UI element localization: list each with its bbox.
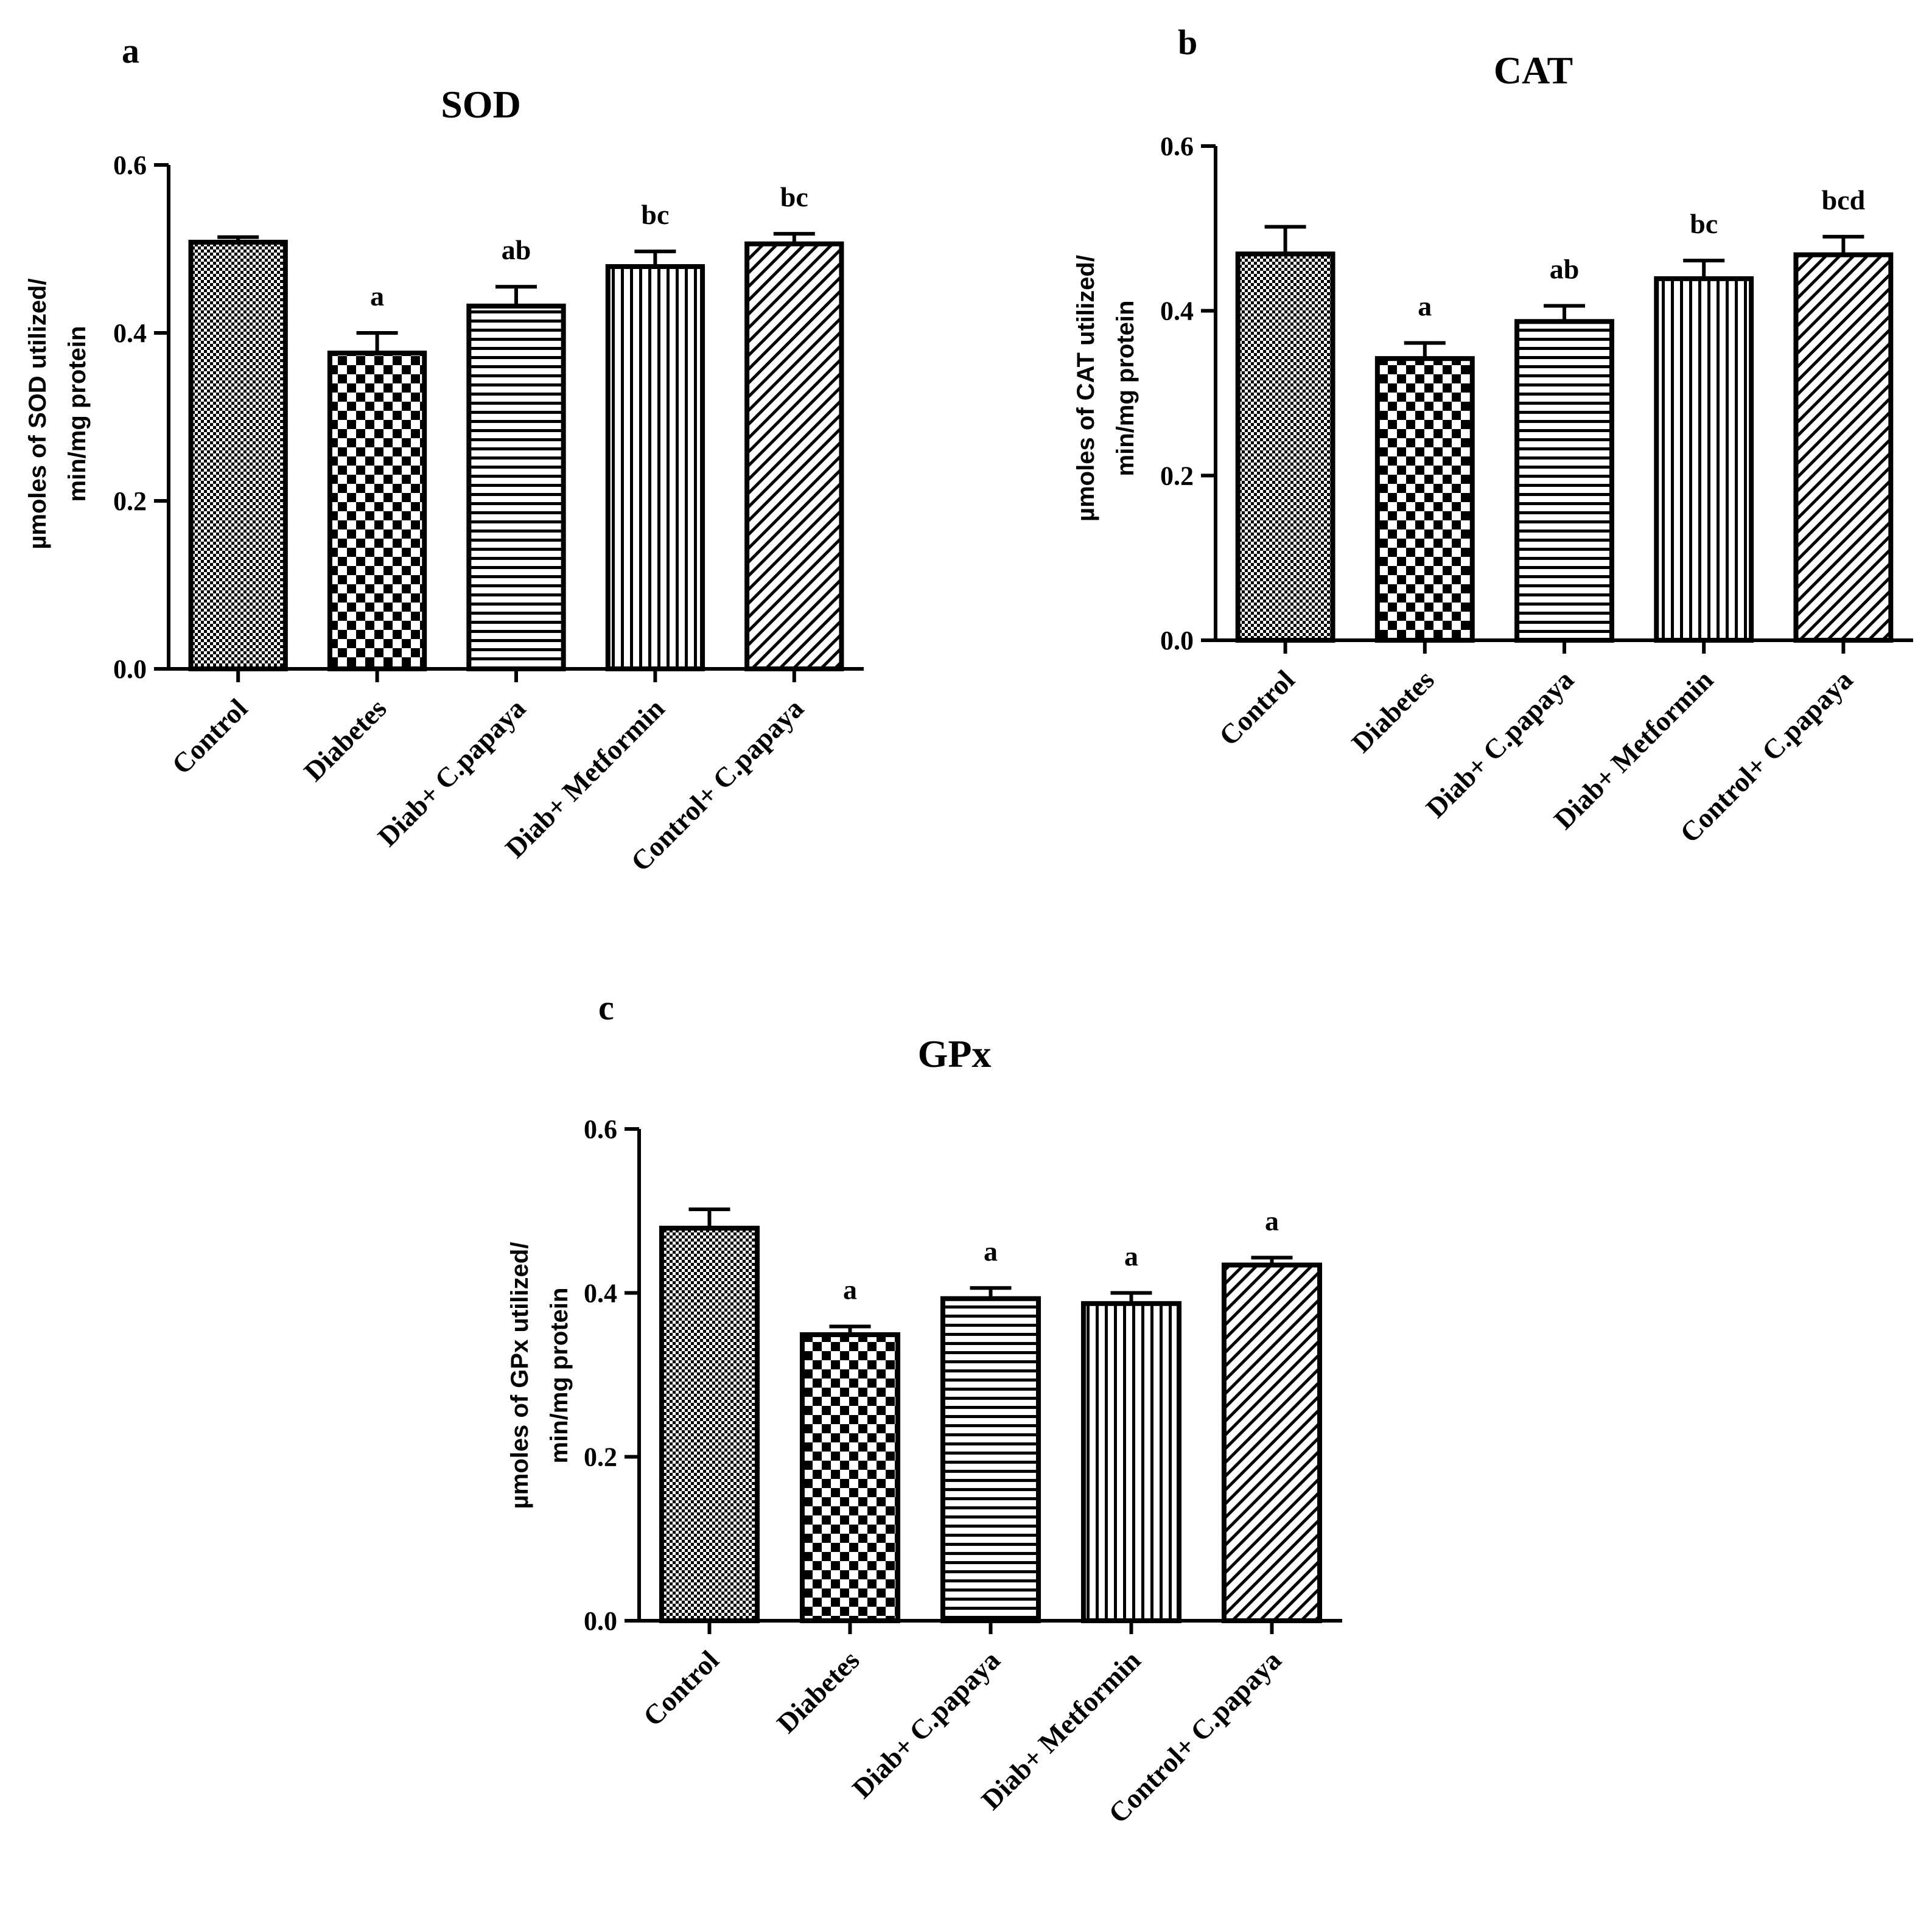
chart-title: GPx (918, 1032, 992, 1075)
x-category-label: Control (166, 693, 253, 780)
bar (1793, 252, 1894, 643)
significance-label: a (984, 1235, 998, 1267)
bar (940, 1296, 1041, 1623)
significance-label: bcd (1822, 184, 1866, 215)
significance-label: a (1265, 1205, 1279, 1236)
y-tick-label: 0.4 (1160, 296, 1194, 326)
significance-label: a (1124, 1240, 1138, 1271)
y-tick-label: 0.6 (1160, 131, 1194, 161)
y-axis-label-line2: min/mg protein (64, 326, 91, 502)
panel-label: b (1178, 23, 1197, 62)
x-category-label: Control (1213, 664, 1301, 752)
y-tick-label: 0.4 (584, 1278, 617, 1308)
bar (744, 241, 844, 672)
bar (1221, 1262, 1323, 1623)
bar (1235, 251, 1335, 643)
y-tick-label: 0.6 (113, 150, 147, 180)
significance-label: a (843, 1274, 857, 1305)
bar (327, 351, 427, 671)
bar (1374, 356, 1475, 643)
bar (1514, 319, 1614, 643)
y-tick-label: 0.2 (584, 1442, 617, 1472)
significance-label: ab (1550, 254, 1580, 285)
bar (1654, 276, 1754, 643)
bar (1080, 1301, 1182, 1624)
chart-panel-a: a SOD µmoles of SOD utilized/min/mg protei… (24, 31, 864, 877)
x-category-label: Diabetes (298, 693, 392, 787)
x-category-label: Diab+ C.papaya (372, 693, 531, 852)
chart-title: CAT (1494, 49, 1573, 92)
y-axis-label-line2: min/mg protein (546, 1288, 573, 1464)
significance-label: a (1418, 290, 1432, 321)
y-tick-label: 0.0 (113, 654, 147, 684)
x-category-label: Diabetes (771, 1644, 865, 1739)
y-tick-label: 0.6 (584, 1114, 617, 1144)
y-tick-label: 0.0 (1160, 626, 1194, 655)
panel-label: a (122, 31, 139, 71)
x-category-label: Diab+ C.papaya (1420, 664, 1580, 823)
significance-label: bc (641, 199, 669, 230)
y-tick-label: 0.2 (1160, 461, 1194, 491)
y-axis-label-line1: µmoles of GPx utilized/ (506, 1242, 533, 1509)
panel-label: c (598, 988, 614, 1027)
x-category-label: Diab+ C.papaya (846, 1644, 1006, 1804)
y-tick-label: 0.4 (113, 318, 147, 348)
significance-label: ab (502, 234, 531, 265)
significance-label: bc (1690, 208, 1718, 239)
bar (605, 264, 705, 672)
bar (188, 239, 288, 671)
significance-label: bc (780, 181, 808, 212)
y-axis-label-line1: µmoles of CAT utilized/ (1073, 255, 1099, 522)
x-category-label: Diabetes (1346, 664, 1440, 758)
y-axis-label-line1: µmoles of SOD utilized/ (24, 278, 51, 549)
y-axis-label-line2: min/mg protein (1112, 301, 1139, 477)
x-category-label: Control (637, 1644, 725, 1732)
y-tick-label: 0.2 (113, 486, 147, 516)
chart-title: SOD (441, 83, 521, 126)
significance-label: a (370, 281, 384, 312)
chart-panel-b: b CAT µmoles of CAT utilized/min/mg protei… (1073, 23, 1913, 848)
chart-panel-c: c GPx µmoles of GPx utilized/min/mg protei… (506, 988, 1342, 1829)
y-tick-label: 0.0 (584, 1606, 617, 1636)
bar (659, 1225, 760, 1623)
bar (799, 1332, 901, 1624)
bar (466, 303, 566, 671)
